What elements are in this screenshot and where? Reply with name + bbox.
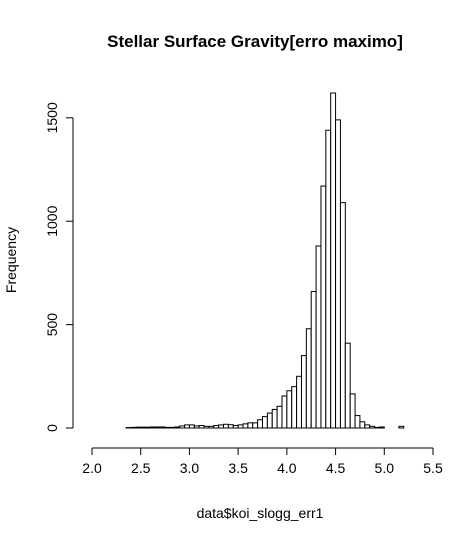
histogram-bar	[281, 395, 288, 429]
y-axis: 0 500 1000 1500	[44, 102, 74, 432]
histogram-bar	[257, 419, 264, 429]
histogram-bar	[227, 424, 234, 429]
chart-title: Stellar Surface Gravity[erro maximo]	[107, 32, 403, 51]
bars-group	[125, 92, 405, 429]
histogram-bar	[378, 426, 385, 429]
histogram-bar	[164, 426, 171, 429]
y-tick-label: 1500	[44, 102, 60, 133]
x-axis: 2.0 2.5 3.0 3.5 4.0 4.5 5.0 5.5	[82, 447, 443, 476]
histogram-bar	[159, 426, 166, 429]
histogram-bar	[213, 425, 220, 429]
x-tick-label: 2.0	[82, 460, 102, 476]
x-tick-label: 5.5	[423, 460, 443, 476]
histogram-bar	[339, 202, 346, 429]
histogram-bar	[354, 415, 361, 429]
histogram-bar	[349, 393, 356, 429]
y-tick-label: 1000	[44, 205, 60, 236]
histogram-bar	[140, 426, 147, 429]
histogram-bar	[130, 426, 137, 429]
histogram-bar	[232, 425, 239, 429]
histogram-bar	[266, 412, 273, 429]
histogram-bar	[335, 119, 341, 429]
histogram-bar	[242, 423, 249, 429]
histogram-bar	[247, 422, 254, 429]
histogram-bar	[203, 425, 210, 429]
histogram-bar	[262, 416, 268, 429]
histogram-bar	[271, 408, 278, 429]
histogram-bar	[300, 355, 307, 429]
histogram-bar	[369, 425, 376, 429]
histogram-bar	[398, 425, 405, 429]
x-tick-label: 3.5	[228, 460, 248, 476]
x-axis-label: data$koi_slogg_err1	[197, 505, 324, 521]
histogram-bar	[276, 405, 283, 429]
y-tick-label: 500	[44, 313, 60, 337]
histogram-bar	[286, 390, 293, 429]
histogram-bar	[223, 423, 229, 429]
histogram-bar	[135, 426, 142, 429]
histogram-bar	[310, 291, 317, 429]
x-tick-label: 3.0	[180, 460, 200, 476]
histogram-bar	[193, 425, 200, 429]
y-tick-label: 0	[44, 424, 60, 432]
histogram-bar	[315, 245, 322, 429]
histogram-bar	[320, 185, 327, 429]
x-tick-label: 4.0	[277, 460, 297, 476]
histogram-bar	[296, 375, 302, 429]
histogram-bar	[359, 421, 366, 429]
histogram-bar	[208, 425, 215, 429]
x-tick-label: 2.5	[131, 460, 151, 476]
x-tick-label: 5.0	[375, 460, 395, 476]
histogram-bar	[237, 424, 244, 429]
histogram-bar	[174, 426, 181, 429]
histogram-bar	[179, 425, 186, 429]
histogram-bar	[149, 426, 156, 429]
histogram-bar	[154, 426, 161, 429]
histogram-bar	[291, 386, 298, 429]
y-axis-label: Frequency	[3, 227, 19, 293]
histogram-bar	[330, 92, 337, 429]
histogram-bar	[184, 424, 190, 429]
histogram-bar	[145, 426, 151, 429]
x-tick-label: 4.5	[326, 460, 346, 476]
histogram-bar	[252, 422, 259, 429]
histogram-bar	[325, 129, 332, 429]
histogram-bar	[364, 424, 371, 429]
histogram-bar	[344, 342, 351, 429]
histogram-bar	[218, 424, 225, 429]
histogram-bar	[374, 426, 380, 429]
histogram-bar	[198, 425, 205, 429]
histogram-bar	[169, 426, 176, 429]
histogram-bar	[305, 328, 312, 429]
histogram-bar	[188, 424, 195, 429]
